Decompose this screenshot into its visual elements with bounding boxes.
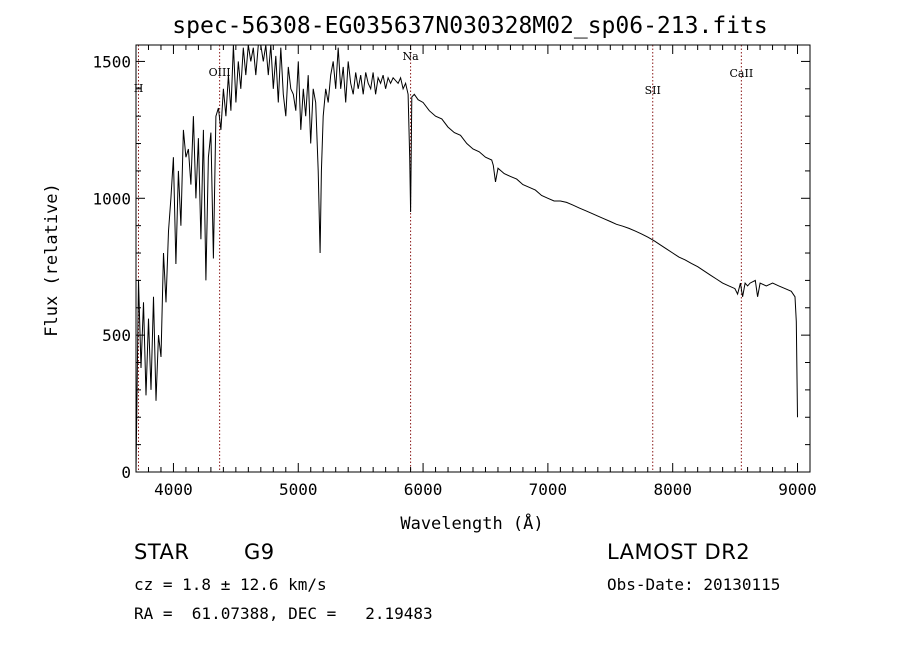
x-axis-label: Wavelength (Å) xyxy=(400,512,543,534)
line-label-sii: SII xyxy=(645,84,661,97)
axis-ticks: 4000 5000 6000 7000 8000 9000 0 500 1000 1500 xyxy=(92,45,817,499)
coordinates: RA = 61.07388, DEC = 2.19483 xyxy=(134,604,433,623)
x-tick-label: 5000 xyxy=(279,480,318,499)
redshift-velocity: cz = 1.8 ± 12.6 km/s xyxy=(134,575,327,594)
spectrum-line xyxy=(135,44,798,473)
x-tick-label: 6000 xyxy=(404,480,443,499)
y-tick-label: 0 xyxy=(121,463,131,482)
y-axis-label: Flux (relative) xyxy=(42,183,62,337)
line-label-na: Na xyxy=(402,50,419,63)
y-tick-label: 1500 xyxy=(92,52,131,71)
y-tick-label: 1000 xyxy=(92,189,131,208)
x-tick-label: 4000 xyxy=(154,480,193,499)
object-class: STAR xyxy=(134,540,190,564)
x-tick-label: 8000 xyxy=(653,480,692,499)
chart-title: spec-56308-EG035637N030328M02_sp06-213.f… xyxy=(172,13,767,39)
survey-name: LAMOST DR2 xyxy=(607,540,751,564)
plot-frame xyxy=(135,44,811,473)
y-tick-label: 500 xyxy=(102,326,131,345)
line-label-caii: CaII xyxy=(730,67,754,80)
observation-date: Obs-Date: 20130115 xyxy=(607,575,781,594)
x-tick-label: 7000 xyxy=(529,480,568,499)
x-tick-label: 9000 xyxy=(778,480,817,499)
object-subclass: G9 xyxy=(244,540,275,564)
line-label-oiii: OIII xyxy=(209,66,231,79)
